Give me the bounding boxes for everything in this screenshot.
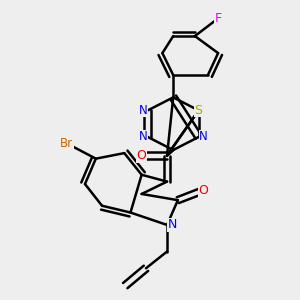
Text: N: N <box>139 104 147 117</box>
Text: Br: Br <box>60 137 73 150</box>
Text: N: N <box>168 218 177 231</box>
Text: N: N <box>199 130 208 143</box>
Text: S: S <box>195 104 203 117</box>
Text: O: O <box>137 149 147 162</box>
Text: N: N <box>139 130 147 143</box>
Text: F: F <box>214 12 222 25</box>
Text: O: O <box>199 184 208 197</box>
